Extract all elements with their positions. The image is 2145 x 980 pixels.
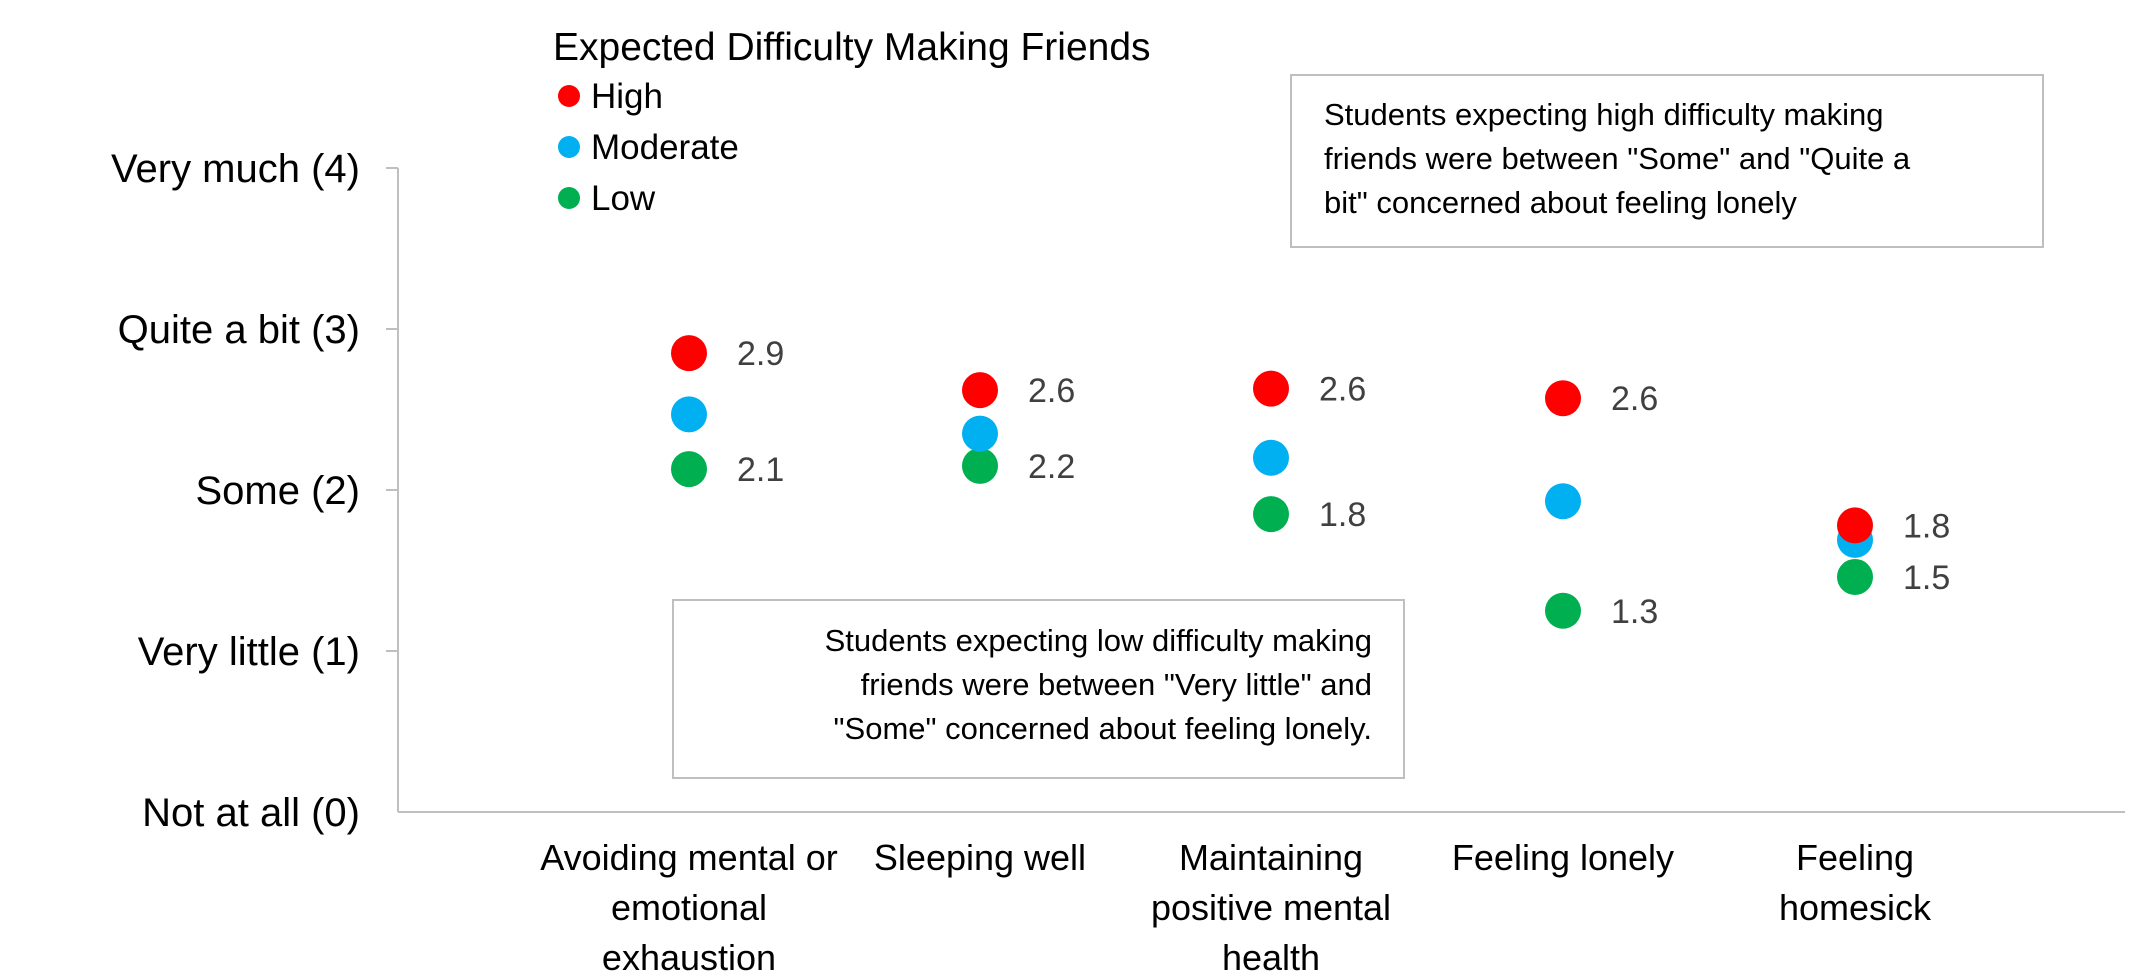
annotation-box bbox=[1290, 74, 2044, 248]
point-high bbox=[962, 372, 998, 409]
data-label-low: 2.1 bbox=[737, 451, 784, 489]
point-high bbox=[1545, 380, 1581, 417]
annotations: Students expecting high difficulty makin… bbox=[672, 74, 2044, 779]
point-high bbox=[1837, 507, 1873, 544]
legend-entry-low: Low bbox=[591, 179, 656, 218]
category-label: Feeling bbox=[1796, 837, 1914, 878]
legend: Expected Difficulty Making Friends High Mo… bbox=[553, 26, 1151, 218]
y-tick-label: Some (2) bbox=[196, 469, 361, 513]
legend-marker-moderate bbox=[558, 136, 580, 158]
data-label-low: 1.3 bbox=[1611, 593, 1658, 631]
annotation-text: Students expecting high difficulty makin… bbox=[1324, 97, 1883, 132]
point-moderate bbox=[962, 415, 998, 452]
y-tick-label: Very little (1) bbox=[138, 630, 360, 674]
annotation-text: bit" concerned about feeling lonely bbox=[1324, 185, 1797, 220]
category-label: Feeling lonely bbox=[1452, 837, 1674, 878]
category-label: positive mental bbox=[1151, 887, 1391, 928]
legend-entry-high: High bbox=[591, 77, 663, 116]
legend-entry-moderate: Moderate bbox=[591, 128, 739, 167]
legend-marker-high bbox=[558, 85, 580, 107]
annotation-box bbox=[672, 599, 1405, 779]
point-moderate bbox=[671, 396, 707, 433]
point-low bbox=[1253, 496, 1289, 533]
point-high bbox=[1253, 370, 1289, 407]
legend-marker-low bbox=[558, 187, 580, 209]
y-tick-label: Very much (4) bbox=[111, 147, 360, 191]
category-label: exhaustion bbox=[602, 937, 776, 978]
category-label: health bbox=[1222, 937, 1320, 978]
data-label-high: 2.6 bbox=[1611, 380, 1658, 418]
y-tick-label: Quite a bit (3) bbox=[118, 308, 360, 352]
point-low bbox=[1837, 558, 1873, 595]
annotation-text: friends were between "Very little" and bbox=[861, 667, 1372, 702]
point-moderate bbox=[1545, 483, 1581, 520]
y-axis-ticks: Not at all (0) Very little (1) Some (2) Qui… bbox=[111, 147, 398, 835]
point-low bbox=[962, 447, 998, 484]
data-label-high: 1.8 bbox=[1903, 507, 1950, 545]
point-low bbox=[1545, 592, 1581, 629]
category-label: Sleeping well bbox=[874, 837, 1086, 878]
data-label-low: 1.5 bbox=[1903, 559, 1950, 597]
annotation-text: "Some" concerned about feeling lonely. bbox=[834, 711, 1372, 746]
annotation-text: friends were between "Some" and "Quite a bbox=[1324, 141, 1911, 176]
legend-title: Expected Difficulty Making Friends bbox=[553, 26, 1151, 69]
x-axis-categories: Avoiding mental or emotional exhaustion Sle… bbox=[540, 837, 1932, 978]
data-label-high: 2.6 bbox=[1028, 372, 1075, 410]
point-moderate bbox=[1253, 439, 1289, 476]
category-label: Avoiding mental or bbox=[540, 837, 838, 878]
category-label: Maintaining bbox=[1179, 837, 1363, 878]
point-high bbox=[671, 335, 707, 372]
data-label-low: 2.2 bbox=[1028, 448, 1075, 486]
point-low bbox=[671, 451, 707, 488]
data-label-high: 2.6 bbox=[1319, 371, 1366, 409]
data-label-low: 1.8 bbox=[1319, 496, 1366, 534]
y-tick-label: Not at all (0) bbox=[142, 791, 360, 835]
category-label: emotional bbox=[611, 887, 767, 928]
data-label-high: 2.9 bbox=[737, 335, 784, 373]
category-label: homesick bbox=[1779, 887, 1932, 928]
annotation-text: Students expecting low difficulty making bbox=[825, 623, 1372, 658]
data-points: 2.9 2.6 2.6 2.6 1.8 2.1 2.2 1.8 1.3 1.5 bbox=[671, 335, 1950, 631]
